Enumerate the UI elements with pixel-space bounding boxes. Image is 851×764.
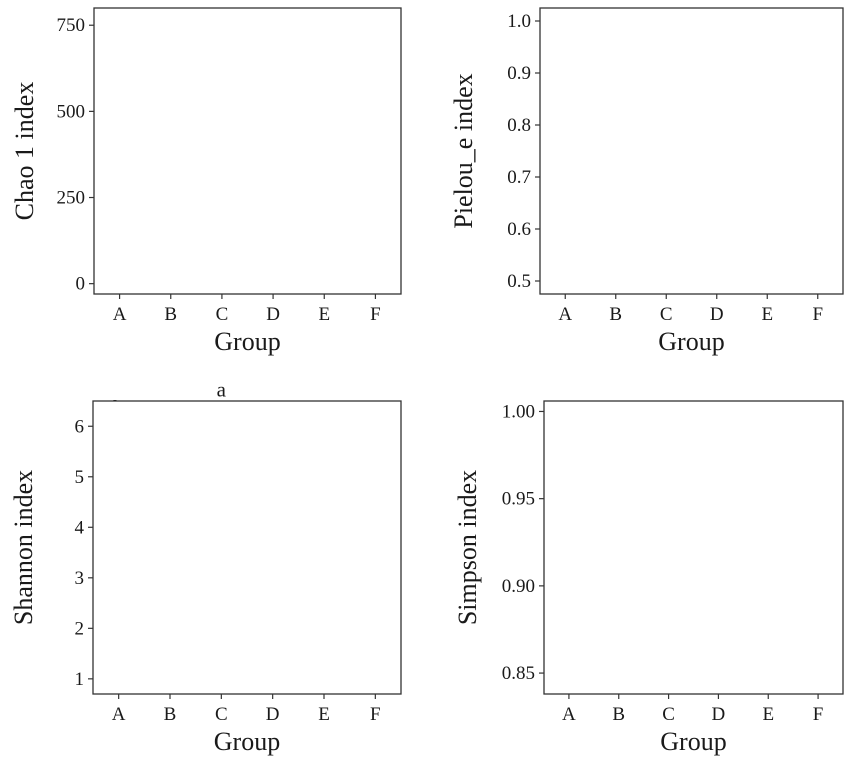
simpson-xtick-label-D: D	[712, 704, 726, 725]
simpson-x-axis-title: Group	[660, 727, 726, 756]
chao1-xtick-label-A: A	[113, 304, 127, 325]
pielou-ytick-label-1: 0.6	[507, 219, 531, 240]
chao1-panel-border	[93, 7, 402, 295]
chao1-ytick-label-2: 500	[57, 101, 86, 122]
simpson-ytick-label-0: 0.85	[502, 663, 535, 684]
chao1-xtick-label-E: E	[318, 304, 330, 325]
shannon-xtick-label-C: C	[215, 704, 228, 725]
pielou-y-axis-title: Pielou_e index	[449, 73, 478, 228]
shannon-ytick-label-4: 5	[75, 467, 85, 488]
chao1-xtick-label-B: B	[164, 304, 177, 325]
shannon-x-axis-title: Group	[214, 727, 280, 756]
shannon-significance-letter-C: a	[217, 378, 227, 402]
shannon-xtick-label-B: B	[164, 704, 177, 725]
shannon-panel: bbaccdd123456ABCDEFGroupShannon index	[9, 378, 402, 756]
shannon-xtick-label-F: F	[370, 704, 381, 725]
pielou-panel-border	[539, 7, 844, 295]
pielou-panel: babaccc0.50.60.70.80.91.0ABCDEFGroupPiel…	[449, 7, 844, 356]
pielou-xtick-label-B: B	[609, 304, 622, 325]
shannon-xtick-label-D: D	[266, 704, 280, 725]
pielou-xtick-label-E: E	[761, 304, 773, 325]
shannon-y-axis-title: Shannon index	[9, 470, 38, 625]
simpson-ytick-label-3: 1.00	[502, 401, 535, 422]
pielou-ytick-label-3: 0.8	[507, 115, 531, 136]
chao1-ytick-label-3: 750	[57, 15, 86, 36]
pielou-xtick-label-F: F	[812, 304, 823, 325]
chao1-x-axis-title: Group	[214, 327, 280, 356]
pielou-ytick-label-2: 0.7	[507, 167, 531, 188]
shannon-xtick-label-A: A	[112, 704, 126, 725]
pielou-ytick-label-0: 0.5	[507, 271, 531, 292]
simpson-ytick-label-2: 0.95	[502, 489, 535, 510]
shannon-ytick-label-0: 1	[75, 669, 85, 690]
chao1-ytick-label-1: 250	[57, 188, 86, 209]
shannon-panel-border	[92, 400, 402, 695]
shannon-ytick-label-5: 6	[75, 416, 85, 437]
simpson-panel-border	[543, 400, 844, 695]
chao1-panel: bccabcabbc0250500750ABCDEFGroupChao 1 in…	[10, 7, 402, 356]
simpson-xtick-label-C: C	[662, 704, 675, 725]
pielou-x-axis-title: Group	[658, 327, 724, 356]
pielou-ytick-label-4: 0.9	[507, 63, 531, 84]
simpson-y-axis-title: Simpson index	[453, 470, 482, 625]
simpson-xtick-label-F: F	[813, 704, 824, 725]
shannon-ytick-label-1: 2	[75, 618, 85, 639]
shannon-xtick-label-E: E	[318, 704, 330, 725]
simpson-xtick-label-A: A	[562, 704, 576, 725]
chao1-xtick-label-C: C	[216, 304, 229, 325]
chao1-ytick-label-0: 0	[76, 274, 86, 295]
chao1-xtick-label-D: D	[266, 304, 280, 325]
shannon-ytick-label-2: 3	[75, 568, 85, 589]
simpson-ytick-label-1: 0.90	[502, 576, 535, 597]
pielou-ytick-label-5: 1.0	[507, 11, 531, 32]
chao1-y-axis-title: Chao 1 index	[10, 82, 39, 221]
simpson-xtick-label-E: E	[762, 704, 774, 725]
pielou-xtick-label-C: C	[660, 304, 673, 325]
simpson-xtick-label-B: B	[612, 704, 625, 725]
pielou-xtick-label-A: A	[558, 304, 572, 325]
simpson-panel: aaabbcc0.850.900.951.00ABCDEFGroupSimpso…	[453, 400, 844, 756]
chao1-xtick-label-F: F	[370, 304, 381, 325]
shannon-ytick-label-3: 4	[75, 517, 85, 538]
pielou-xtick-label-D: D	[710, 304, 724, 325]
